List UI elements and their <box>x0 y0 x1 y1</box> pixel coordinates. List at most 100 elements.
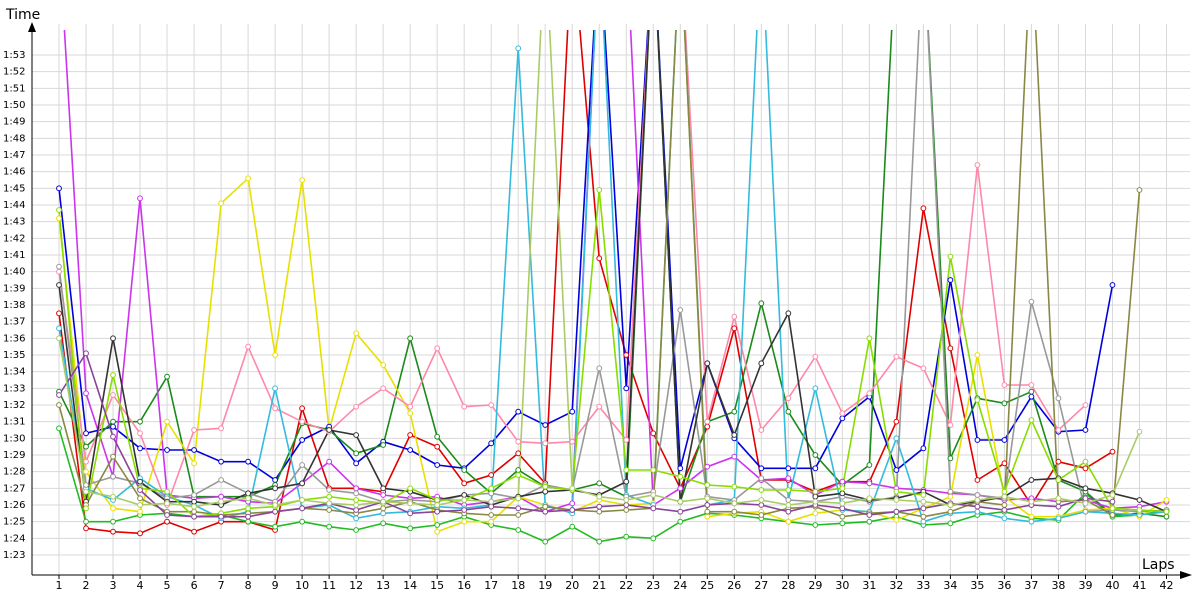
y-tick-label: 1:24 <box>3 533 25 544</box>
lap-point <box>326 523 333 530</box>
series-line <box>58 351 1113 518</box>
x-tick-label: 30 <box>835 579 849 592</box>
lap-point <box>56 263 62 270</box>
lap-point <box>596 187 603 193</box>
x-tick-label: 1 <box>56 579 63 592</box>
lap-point <box>1001 515 1008 522</box>
lap-point <box>920 365 927 372</box>
lap-point <box>299 518 306 525</box>
x-tick-label: 3 <box>110 579 117 592</box>
lap-point <box>137 530 143 537</box>
lap-point <box>461 507 468 513</box>
lap-point <box>1001 460 1008 467</box>
lap-point <box>326 500 333 507</box>
lap-point <box>974 508 981 515</box>
tick-labels: 1:23 1:24 1:25 1:26 1:27 1:28 1:29 1:30 1:31 1:32… <box>3 50 1173 592</box>
lap-point <box>326 487 333 493</box>
lap-point <box>1109 448 1116 455</box>
lap-point <box>839 500 846 507</box>
lap-point <box>569 438 576 445</box>
lap-point <box>461 518 468 525</box>
lap-point <box>785 395 792 402</box>
y-tick-label: 1:30 <box>3 433 25 444</box>
lap-point <box>83 458 89 465</box>
lap-point <box>1082 402 1089 408</box>
lap-point <box>1028 498 1035 505</box>
lap-point <box>1082 485 1089 492</box>
lap-point <box>812 493 819 500</box>
lap-point <box>353 527 360 533</box>
lap-point <box>947 422 954 428</box>
lap-point <box>83 468 89 475</box>
lap-point <box>920 205 927 212</box>
lap-point <box>407 525 414 532</box>
x-tick-label: 14 <box>403 579 417 592</box>
lap-point <box>839 520 846 527</box>
lap-point <box>704 495 711 502</box>
lap-point <box>299 505 306 512</box>
y-tick-label: 1:46 <box>3 167 25 178</box>
lap-point <box>947 502 954 508</box>
lap-point <box>1028 518 1035 525</box>
y-tick-label: 1:35 <box>3 350 25 361</box>
lap-point <box>83 443 89 450</box>
lap-point <box>839 415 846 422</box>
lap-point <box>731 500 738 507</box>
lap-point <box>515 495 522 502</box>
lap-point <box>191 447 197 453</box>
lap-point <box>1028 513 1035 520</box>
x-tick-label: 29 <box>808 579 822 592</box>
lap-point <box>704 418 711 425</box>
y-tick-label: 1:32 <box>3 400 25 411</box>
y-tick-label: 1:34 <box>3 367 25 378</box>
lap-point <box>1001 507 1008 513</box>
lap-point <box>650 467 657 473</box>
y-tick-label: 1:23 <box>3 550 25 561</box>
lap-point <box>218 477 224 483</box>
lap-point <box>110 473 116 480</box>
lap-point <box>461 492 468 498</box>
y-tick-label: 1:49 <box>3 117 25 128</box>
lap-point <box>1163 497 1170 503</box>
lap-point <box>758 487 765 493</box>
lap-point <box>785 487 792 493</box>
lap-point <box>164 500 170 507</box>
lap-point <box>785 518 792 525</box>
lap-point <box>218 200 224 207</box>
lap-point <box>1001 400 1008 407</box>
lap-point <box>56 282 62 288</box>
lap-point <box>1001 502 1008 508</box>
y-tick-label: 1:39 <box>3 283 25 294</box>
x-tick-label: 19 <box>538 579 552 592</box>
lap-point <box>110 518 116 525</box>
lap-point <box>542 488 549 495</box>
lap-point <box>704 463 711 470</box>
lap-point <box>1055 503 1062 510</box>
lap-point <box>677 485 684 492</box>
x-axis-title: Laps <box>1142 557 1175 573</box>
lap-point <box>83 350 89 357</box>
y-axis-title: Time <box>5 7 40 23</box>
lap-point <box>245 458 251 465</box>
lap-point <box>83 482 89 488</box>
lap-point <box>974 503 981 510</box>
x-tick-label: 26 <box>727 579 741 592</box>
lap-point <box>1028 382 1035 388</box>
lap-point <box>1109 512 1116 518</box>
lap-point <box>785 408 792 415</box>
lap-point <box>677 473 684 480</box>
lap-point <box>299 177 306 183</box>
lap-point <box>920 492 927 498</box>
lap-point <box>569 507 576 513</box>
lap-point <box>191 427 197 433</box>
series-line <box>58 428 1167 543</box>
y-tick-label: 1:31 <box>3 417 25 428</box>
lap-point <box>488 490 495 497</box>
lap-point <box>407 485 414 492</box>
lap-point <box>488 472 495 478</box>
lap-point <box>677 307 684 313</box>
lap-point <box>380 362 387 368</box>
lap-point <box>731 453 738 460</box>
lap-point <box>758 502 765 508</box>
